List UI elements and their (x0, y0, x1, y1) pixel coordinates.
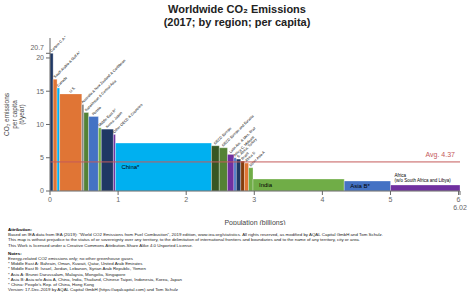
svg-text:S. Africa, Turkey: S. Africa, Turkey (236, 137, 258, 159)
html-text:* Asia A: Brunei Darussalam, M: * Asia A: Brunei Darussalam, Malaysia, M… (8, 271, 126, 277)
svg-text:Saudi Arabia & Gulf A*: Saudi Arabia & Gulf A* (53, 50, 82, 79)
svg-text:6.02: 6.02 (453, 204, 466, 211)
svg-text:Other Asia A: Other Asia A (249, 150, 266, 167)
svg-text:1: 1 (116, 196, 120, 203)
html-text:Attribution:: Attribution: (8, 227, 32, 232)
svg-text:Avg. 4.37: Avg. 4.37 (426, 151, 456, 159)
svg-text:U.S.: U.S. (69, 86, 77, 94)
svg-text:Africa(w/o South Africa and Li: Africa(w/o South Africa and Libya) (395, 173, 452, 183)
svg-text:5: 5 (40, 154, 44, 161)
svg-text:Africa C, Mideast: Africa C, Mideast (233, 135, 256, 158)
svg-text:5: 5 (389, 196, 393, 203)
svg-text:CO₂ emissionsper capita(t/year: CO₂ emissionsper capita(t/year) (8, 92, 26, 136)
svg-text:Carbon C.A.*: Carbon C.A.* (49, 35, 67, 53)
svg-text:Brazil: Brazil (240, 151, 250, 161)
svg-text:Latin Am. & Mex, Braz: Latin Am. & Mex, Braz (228, 126, 257, 155)
html-text:Worldwide CO₂ Emissions (2017;: Worldwide CO₂ Emissions (2017; by region… (163, 3, 311, 28)
html-text:Based on IEA data from IEA (20: Based on IEA data from IEA (2019): "Worl… (8, 232, 383, 238)
html-text:Notes:: Notes: (8, 250, 22, 256)
svg-text:India: India (259, 182, 273, 188)
html-text:* Middle East B: Israel, Jorda: * Middle East B: Israel, Jordan, Lebanon… (8, 266, 146, 272)
svg-text:OECD Europe: OECD Europe (213, 126, 233, 146)
svg-text:Population (billions): Population (billions) (224, 219, 285, 225)
svg-text:Canada: Canada (56, 76, 68, 88)
html-text:This Work is licensed under a: This Work is licensed under a Creative C… (8, 242, 193, 248)
svg-text:Russia: Russia (91, 106, 102, 117)
svg-text:China*: China* (121, 164, 140, 170)
svg-text:4: 4 (320, 196, 324, 203)
svg-text:Other OECD & Countries: Other OECD & Countries (112, 103, 143, 134)
html-text:* Middle East A: Bahrain, Oman: * Middle East A: Bahrain, Oman, Kuwait, … (8, 261, 143, 267)
svg-text:0: 0 (48, 196, 52, 203)
svg-text:20.7: 20.7 (30, 44, 44, 51)
svg-text:20: 20 (36, 54, 44, 61)
html-text:This map is without prejudice: This map is without prejudice to the sta… (8, 237, 360, 243)
svg-text:Africa D: Africa D (244, 150, 257, 163)
html-text:* China: People's Rep. of Chin: * China: People's Rep. of China, Hong Ko… (8, 282, 94, 287)
html-text:* Asia B: Asia w/o Asia A, Chi: * Asia B: Asia w/o Asia A, China, India,… (8, 276, 182, 282)
html-text:Energy-related CO2 emissions o: Energy-related CO2 emissions only; no ot… (8, 256, 133, 261)
svg-text:Asia B*: Asia B* (350, 183, 370, 189)
svg-text:2: 2 (184, 196, 188, 203)
svg-text:15: 15 (36, 88, 44, 95)
html-text:Version: 17-Dec-2019 by AQAL C: Version: 17-Dec-2019 by AQAL Capital Gmb… (8, 287, 178, 293)
svg-text:Kazakhstan & Central Asia: Kazakhstan & Central Asia (84, 79, 117, 113)
svg-text:OECD Europe and Eurasia: OECD Europe and Eurasia (221, 114, 255, 148)
svg-text:Korea, Japan: Korea, Japan (105, 110, 124, 129)
svg-text:10: 10 (36, 121, 44, 128)
svg-text:6: 6 (457, 196, 461, 203)
svg-text:Australia & New Zealand & Cari: Australia & New Zealand & Caribbean (81, 59, 127, 105)
svg-text:0: 0 (40, 187, 44, 194)
svg-text:Middle East B*: Middle East B* (97, 108, 118, 128)
svg-text:3: 3 (252, 196, 256, 203)
